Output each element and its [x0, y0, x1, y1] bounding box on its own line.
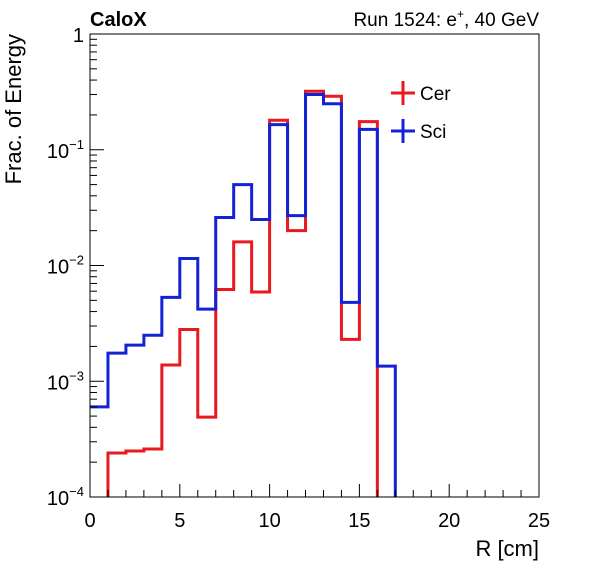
- plot-frame: [89, 33, 540, 498]
- y-tick-base: 10: [47, 372, 69, 394]
- x-tick-label: 5: [174, 510, 185, 532]
- y-tick-base: 10: [47, 141, 69, 163]
- y-tick-base: 10: [47, 257, 69, 279]
- legend-item-cer: Cer: [391, 81, 451, 105]
- y-tick-exponent: −4: [69, 484, 84, 499]
- x-tick-label: 20: [438, 510, 460, 532]
- y-tick-label: 10−4: [47, 484, 84, 510]
- y-axis-label: Frac. of Energy: [1, 34, 26, 184]
- y-tick-exponent: −1: [69, 137, 84, 152]
- run-title-main: Run 1524: e: [353, 10, 457, 31]
- x-tick-label: 10: [258, 510, 280, 532]
- y-tick-exponent: −3: [69, 368, 84, 383]
- series-layer: [90, 89, 397, 497]
- y-tick-label: 10−1: [47, 137, 84, 163]
- y-tick-label: 10−2: [47, 253, 84, 279]
- run-title: Run 1524: e+, 40 GeV: [353, 7, 539, 31]
- series-line-sci: [90, 93, 397, 497]
- legend: Cer Sci: [391, 81, 451, 143]
- x-axis-label: R [cm]: [475, 536, 539, 561]
- x-tick-label: 15: [348, 510, 370, 532]
- run-title-superscript: +: [457, 7, 464, 21]
- run-title-tail: , 40 GeV: [464, 10, 539, 31]
- legend-item-sci: Sci: [391, 119, 446, 143]
- x-tick-label: 25: [528, 510, 550, 532]
- y-tick-exponent: −2: [69, 253, 84, 268]
- y-tick-label: 1: [73, 25, 84, 47]
- calox-label: CaloX: [90, 9, 147, 31]
- y-tick-label: 10−3: [47, 368, 84, 394]
- x-tick-label: 0: [84, 510, 95, 532]
- y-tick-base: 10: [47, 488, 69, 510]
- y-tick-base: 1: [73, 25, 84, 47]
- legend-label: Sci: [420, 122, 446, 143]
- legend-label: Cer: [420, 84, 451, 105]
- series-line-cer: [106, 89, 379, 497]
